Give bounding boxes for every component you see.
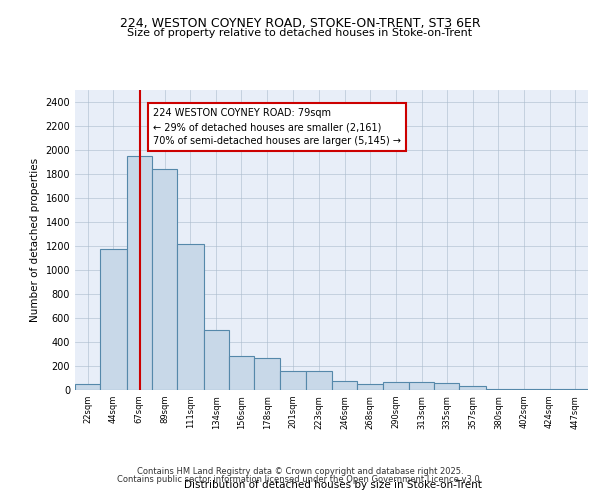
Bar: [100, 249, 127, 390]
Bar: [177, 244, 203, 390]
Bar: [203, 330, 229, 390]
Text: Distribution of detached houses by size in Stoke-on-Trent: Distribution of detached houses by size …: [184, 480, 482, 490]
Text: Contains public sector information licensed under the Open Government Licence v3: Contains public sector information licen…: [118, 474, 482, 484]
Bar: [127, 156, 152, 390]
Y-axis label: Number of detached properties: Number of detached properties: [30, 158, 40, 322]
Bar: [229, 356, 254, 390]
Text: Size of property relative to detached houses in Stoke-on-Trent: Size of property relative to detached ho…: [127, 28, 473, 38]
Bar: [332, 381, 358, 390]
Bar: [409, 382, 434, 390]
Bar: [358, 384, 383, 390]
Bar: [434, 384, 460, 390]
Bar: [460, 386, 486, 390]
Text: 224 WESTON COYNEY ROAD: 79sqm
← 29% of detached houses are smaller (2,161)
70% o: 224 WESTON COYNEY ROAD: 79sqm ← 29% of d…: [153, 108, 401, 146]
Bar: [305, 371, 332, 390]
Bar: [486, 389, 511, 390]
Bar: [152, 169, 177, 390]
Text: Contains HM Land Registry data © Crown copyright and database right 2025.: Contains HM Land Registry data © Crown c…: [137, 467, 463, 476]
Bar: [254, 358, 280, 390]
Bar: [280, 371, 305, 390]
Bar: [383, 382, 409, 390]
Bar: [75, 384, 100, 390]
Text: 224, WESTON COYNEY ROAD, STOKE-ON-TRENT, ST3 6ER: 224, WESTON COYNEY ROAD, STOKE-ON-TRENT,…: [119, 18, 481, 30]
